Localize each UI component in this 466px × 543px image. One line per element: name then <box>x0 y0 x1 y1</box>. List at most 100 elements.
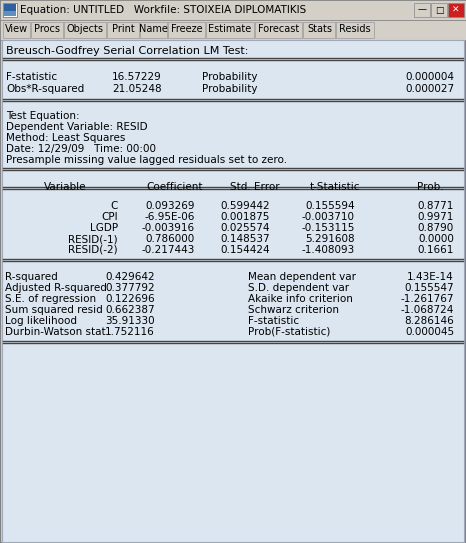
Text: Date: 12/29/09   Time: 00:00: Date: 12/29/09 Time: 00:00 <box>6 144 156 154</box>
Text: 0.154424: 0.154424 <box>220 245 270 255</box>
Text: Durbin-Watson stat: Durbin-Watson stat <box>5 327 106 337</box>
Text: 0.1661: 0.1661 <box>418 245 454 255</box>
Text: 8.286146: 8.286146 <box>404 316 454 326</box>
Text: 0.9971: 0.9971 <box>418 212 454 222</box>
Bar <box>107 22 139 38</box>
Text: C: C <box>110 201 118 211</box>
Text: 1.43E-14: 1.43E-14 <box>407 272 454 282</box>
Text: ✕: ✕ <box>452 5 460 15</box>
Text: Schwarz criterion: Schwarz criterion <box>248 305 339 315</box>
Text: -1.408093: -1.408093 <box>302 245 355 255</box>
Text: Std. Error: Std. Error <box>230 182 280 192</box>
Bar <box>4 11 16 16</box>
Bar <box>336 22 374 38</box>
Text: Forecast: Forecast <box>258 24 299 34</box>
Text: Adjusted R-squared: Adjusted R-squared <box>5 283 107 293</box>
Text: 0.8790: 0.8790 <box>418 223 454 233</box>
Text: Probability: Probability <box>202 72 258 82</box>
Text: Prob(F-statistic): Prob(F-statistic) <box>248 327 330 337</box>
Text: -0.217443: -0.217443 <box>142 245 195 255</box>
Text: Equation: UNTITLED   Workfile: STOIXEIA DIPLOMATIKIS: Equation: UNTITLED Workfile: STOIXEIA DI… <box>20 5 306 15</box>
Text: LGDP: LGDP <box>90 223 118 233</box>
Text: -0.153115: -0.153115 <box>302 223 355 233</box>
Text: 0.429642: 0.429642 <box>105 272 155 282</box>
Text: □: □ <box>435 5 443 15</box>
Bar <box>3 3 17 17</box>
Text: Probability: Probability <box>202 84 258 94</box>
Text: 0.0000: 0.0000 <box>418 234 454 244</box>
Text: F-statistic: F-statistic <box>248 316 299 326</box>
Bar <box>64 22 106 38</box>
Text: Stats: Stats <box>307 24 332 34</box>
Bar <box>3 22 30 38</box>
Text: Coefficient: Coefficient <box>147 182 203 192</box>
Text: Test Equation:: Test Equation: <box>6 111 80 121</box>
Text: 0.122696: 0.122696 <box>105 294 155 304</box>
Bar <box>206 22 254 38</box>
Text: 0.155594: 0.155594 <box>305 201 355 211</box>
Text: Name: Name <box>139 24 168 34</box>
Text: 0.000027: 0.000027 <box>405 84 454 94</box>
Text: t-Statistic: t-Statistic <box>310 182 360 192</box>
Bar <box>140 22 167 38</box>
Text: 0.377792: 0.377792 <box>105 283 155 293</box>
Text: 5.291608: 5.291608 <box>305 234 355 244</box>
Text: -0.003916: -0.003916 <box>142 223 195 233</box>
Text: R-squared: R-squared <box>5 272 58 282</box>
Text: 21.05248: 21.05248 <box>112 84 162 94</box>
Text: Breusch-Godfrey Serial Correlation LM Test:: Breusch-Godfrey Serial Correlation LM Te… <box>6 46 248 56</box>
Text: -1.261767: -1.261767 <box>400 294 454 304</box>
Text: Print: Print <box>112 24 135 34</box>
Text: S.D. dependent var: S.D. dependent var <box>248 283 349 293</box>
Text: 0.000045: 0.000045 <box>405 327 454 337</box>
Bar <box>168 22 205 38</box>
Text: —: — <box>418 5 426 15</box>
Text: View: View <box>5 24 28 34</box>
Text: 0.662387: 0.662387 <box>105 305 155 315</box>
Text: RESID(-2): RESID(-2) <box>69 245 118 255</box>
Bar <box>31 22 63 38</box>
Text: 0.000004: 0.000004 <box>405 72 454 82</box>
Bar <box>0 20 466 40</box>
Text: 0.155547: 0.155547 <box>404 283 454 293</box>
Text: -0.003710: -0.003710 <box>302 212 355 222</box>
Text: -6.95E-06: -6.95E-06 <box>144 212 195 222</box>
Bar <box>448 3 464 17</box>
Bar <box>431 3 447 17</box>
Text: Akaike info criterion: Akaike info criterion <box>248 294 353 304</box>
Text: Obs*R-squared: Obs*R-squared <box>6 84 84 94</box>
Text: Method: Least Squares: Method: Least Squares <box>6 133 125 143</box>
Text: Variable: Variable <box>44 182 86 192</box>
Text: Procs: Procs <box>34 24 60 34</box>
Text: 16.57229: 16.57229 <box>112 72 162 82</box>
Text: 1.752116: 1.752116 <box>105 327 155 337</box>
Text: Resids: Resids <box>339 24 371 34</box>
Text: 35.91330: 35.91330 <box>105 316 155 326</box>
Text: F-statistic: F-statistic <box>6 72 57 82</box>
Text: RESID(-1): RESID(-1) <box>69 234 118 244</box>
Text: 0.025574: 0.025574 <box>220 223 270 233</box>
Text: 0.001875: 0.001875 <box>220 212 270 222</box>
Text: Presample missing value lagged residuals set to zero.: Presample missing value lagged residuals… <box>6 155 287 165</box>
Bar <box>4 4 16 16</box>
Text: Freeze: Freeze <box>171 24 202 34</box>
Text: S.E. of regression: S.E. of regression <box>5 294 96 304</box>
Bar <box>303 22 336 38</box>
Text: Dependent Variable: RESID: Dependent Variable: RESID <box>6 122 148 132</box>
Text: 0.786000: 0.786000 <box>146 234 195 244</box>
Bar <box>414 3 430 17</box>
Text: Mean dependent var: Mean dependent var <box>248 272 356 282</box>
Text: Objects: Objects <box>67 24 103 34</box>
Text: 0.8771: 0.8771 <box>418 201 454 211</box>
Text: 0.148537: 0.148537 <box>220 234 270 244</box>
Text: Log likelihood: Log likelihood <box>5 316 77 326</box>
Text: -1.068724: -1.068724 <box>401 305 454 315</box>
Text: 0.093269: 0.093269 <box>145 201 195 211</box>
Text: Sum squared resid: Sum squared resid <box>5 305 103 315</box>
Text: Estimate: Estimate <box>208 24 252 34</box>
Text: 0.599442: 0.599442 <box>220 201 270 211</box>
Bar <box>0 0 466 20</box>
Bar <box>255 22 302 38</box>
Text: Prob.: Prob. <box>417 182 443 192</box>
Text: CPI: CPI <box>102 212 118 222</box>
